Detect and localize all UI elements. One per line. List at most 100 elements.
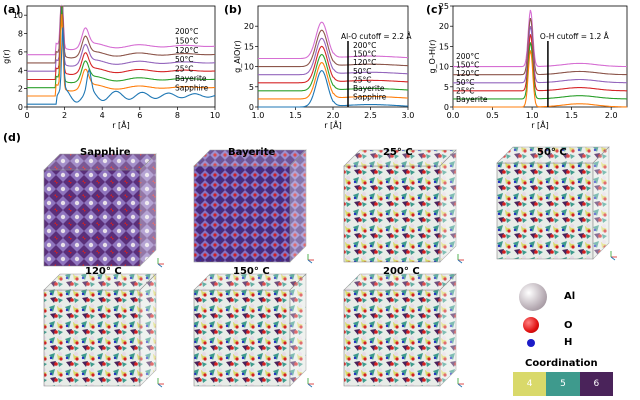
120c-structure [43,273,164,388]
x-tick-label: 1.0 [526,111,539,120]
200c-structure [343,273,464,388]
structure-label-150c: 150° C [233,266,270,277]
coord-6-swatch: 6 [579,372,613,396]
series-label: Sapphire [353,93,387,102]
series-line-Bayerite [27,14,215,97]
series-line-150C [258,29,408,68]
series-line-Sapphire [258,70,408,108]
series-line-120C [27,4,215,72]
x-tick-label: 0 [24,111,29,120]
front-face [193,165,291,263]
series-label: 150°C [175,36,198,45]
series-label: 150°C [456,61,479,70]
series-line-120C [453,26,627,84]
series-line-150C [453,17,627,76]
y-tick-label: 20 [439,22,449,31]
y-axis-label: g_AlO(r) [233,40,242,73]
x-tick-label: 0.5 [486,111,499,120]
chart-panel-b: 1.0 1.5 2.0 2.5 3.0 0 5 10 15 20 r [Å] g_AlO(r) Al-O… [233,5,414,130]
y-tick-label: 0 [249,103,254,112]
axis-triad-line [157,263,163,268]
series-line-50C [258,45,409,84]
series-label: 50°C [175,55,194,64]
structure-label-120c: 120° C [85,266,122,277]
plot-frame [26,5,216,108]
axis-triad-line [307,383,313,388]
series-line-25C [453,42,627,100]
structure-label-200c: 200° C [383,266,420,277]
side-face [439,149,457,263]
chart-panel-a: 0 2 4 6 8 10 0 2 4 6 8 10 r [Å] g(r) 200°C150°C120°C50… [2,4,220,130]
y-tick-label: 0 [18,103,23,112]
bayerite-structure [193,149,314,264]
y-tick-label: 20 [244,22,254,31]
structure-label-sapphire: Sapphire [80,147,131,158]
x-tick-label: 4 [100,111,105,120]
50c-structure [496,146,617,261]
series-label: 200°C [353,41,376,50]
side-face [592,146,610,260]
chart-panel-c: 0.0 0.5 1.0 1.5 2.0 0 5 10 15 20 25 r [Å] g_O-H(r) O-… [428,2,628,130]
x-tick-label: 10 [210,111,220,120]
y-tick-label: 4 [18,66,23,75]
series-label: 25°C [456,86,475,95]
x-tick-label: 2.5 [364,111,377,120]
x-axis-label: r [Å] [531,119,549,130]
side-face [289,149,307,263]
x-tick-label: 1.5 [289,111,302,120]
y-tick-label: 6 [18,48,23,57]
axis-triad-line [610,256,616,261]
series-label: 50°C [353,67,372,76]
series-label: 200°C [456,52,479,61]
y-tick-label: 5 [249,83,254,92]
y-tick-label: 2 [18,85,23,94]
series-line-200C [258,21,408,60]
x-tick-label: 8 [175,111,180,120]
series-label: 150°C [353,50,376,59]
cutoff-label: Al-O cutoff = 2.2 Å [341,32,412,41]
atom-legend: Al O H [517,283,621,353]
coord-5-swatch: 5 [546,372,580,396]
front-face [343,165,441,263]
x-tick-label: 1.0 [252,111,265,120]
sapphire-structure [43,153,164,268]
series-label: 200°C [175,27,198,36]
axis-triad-line [157,383,163,388]
series-line-50C [27,6,216,81]
x-tick-label: 6 [137,111,142,120]
axis-triad-line [457,259,463,264]
x-tick-label: 1.5 [565,111,578,120]
series-line-200C [27,5,216,56]
axis-triad-line [307,259,313,264]
y-tick-label: 10 [244,63,254,72]
y-tick-label: 15 [244,42,254,51]
al-label: Al [564,291,576,302]
side-face [289,273,307,387]
structure-label-25c: 25° C [383,147,413,158]
series-label: 25°C [175,65,194,74]
series-line-25C [258,53,408,92]
o-atom-icon [523,317,539,333]
front-face [343,289,441,387]
panel-d-label: (d) [3,131,21,144]
25c-structure [343,149,464,264]
coordination-legend: Coordination 4 5 6 [513,358,623,398]
y-tick-label: 5 [444,83,449,92]
series-line-Sapphire [27,27,216,105]
y-tick-label: 10 [13,11,23,20]
structure-label-bayerite: Bayerite [228,147,276,158]
x-tick-label: 0.0 [447,111,460,120]
series-line-50C [453,34,627,92]
y-tick-label: 8 [18,30,23,39]
x-tick-label: 2.0 [605,111,618,120]
series-label: 50°C [456,78,475,87]
panel-a-label: (a) [3,3,21,16]
series-label: 120°C [456,69,479,78]
150c-structure [193,273,314,388]
y-axis-label: g(r) [2,49,11,64]
h-label: H [564,337,573,348]
front-face [43,169,141,267]
series-line-150C [27,5,215,64]
